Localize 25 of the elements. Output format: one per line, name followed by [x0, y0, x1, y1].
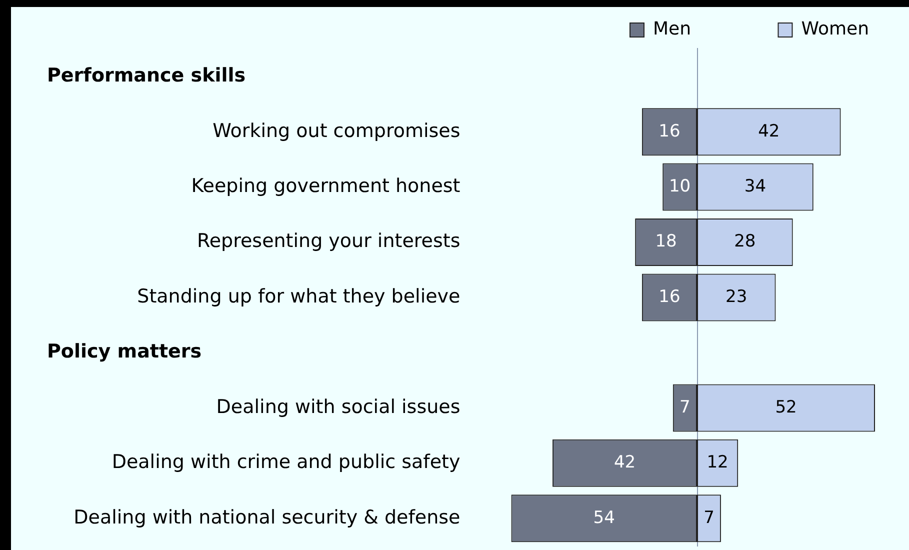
y-tick-label: Working out compromises [212, 120, 460, 142]
data-label: 28 [734, 232, 756, 252]
data-label: 42 [758, 121, 780, 142]
legend-label: Women [801, 18, 870, 40]
y-tick-label: Standing up for what they believe [137, 285, 460, 308]
data-label: 52 [775, 397, 797, 418]
data-label: 54 [593, 508, 615, 528]
legend-label: Men [652, 18, 692, 40]
y-tick-label: Representing your interests [196, 230, 460, 252]
y-tick-label: Keeping government honest [191, 174, 460, 197]
data-label: 7 [680, 397, 690, 418]
data-label: 16 [658, 286, 680, 307]
text: Policy matters [47, 340, 202, 363]
data-label: 18 [655, 232, 677, 252]
data-label: 42 [614, 452, 636, 473]
data-label: 10 [668, 176, 691, 196]
data-label: 23 [726, 286, 748, 307]
data-label: 7 [704, 508, 714, 528]
y-tick-label: Dealing with crime and public safety [112, 451, 460, 474]
data-label: 16 [658, 121, 680, 142]
data-label: 12 [706, 452, 728, 473]
text: Performance skills [47, 64, 246, 87]
y-tick-label: Dealing with national security & defense [74, 506, 460, 528]
y-tick-label: Dealing with social issues [216, 396, 460, 418]
data-label: 34 [744, 176, 766, 196]
